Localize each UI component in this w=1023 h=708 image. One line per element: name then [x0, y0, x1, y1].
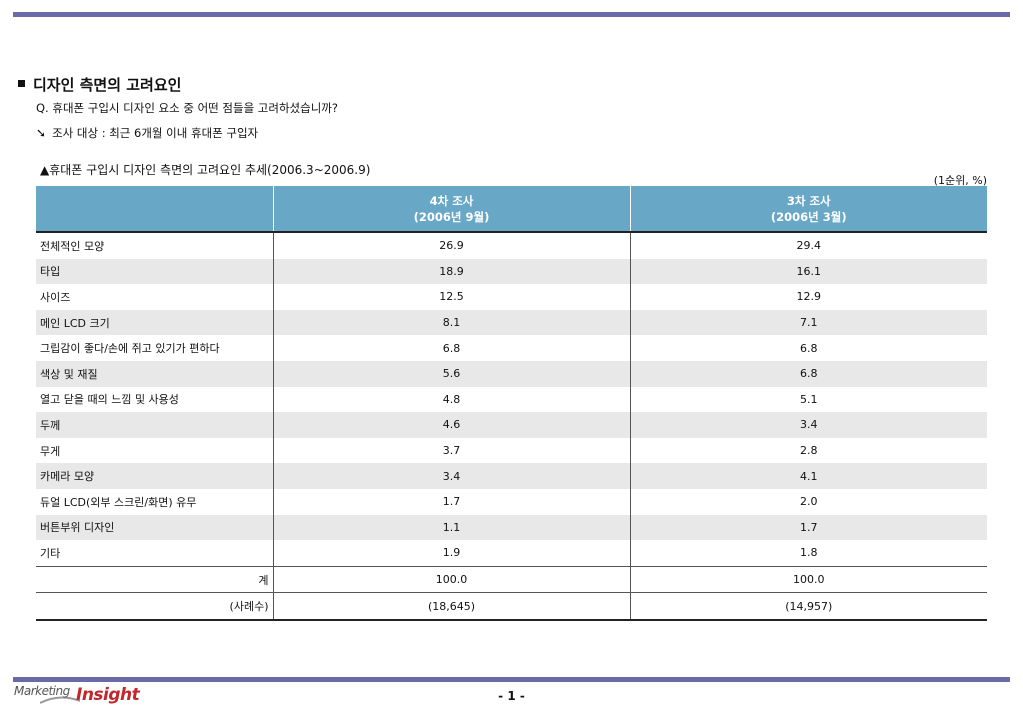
bottom-rule [13, 677, 1010, 682]
row-value-col-2: 6.8 [629, 360, 987, 387]
cases-value-col-2: (14,957) [629, 592, 987, 621]
total-label: 계 [36, 565, 273, 593]
table-row: 기타 1.9 1.8 [36, 540, 987, 567]
table-row: 카메라 모양 3.4 4.1 [36, 463, 987, 489]
row-value-col-1: 12.5 [272, 284, 630, 310]
row-value-col-2: 2.0 [629, 488, 987, 515]
row-label: 카메라 모양 [36, 463, 273, 489]
row-value-col-2: 4.1 [629, 463, 987, 489]
total-value-col-2: 100.0 [629, 565, 987, 593]
total-value-col-1: 100.0 [272, 565, 630, 593]
table-row: 버튼부위 디자인 1.1 1.7 [36, 514, 987, 541]
cases-label: (사례수) [36, 592, 273, 621]
row-value-col-1: 1.9 [272, 540, 630, 567]
arrow-right-icon: ➘ [36, 126, 47, 140]
table-row: 무게 3.7 2.8 [36, 437, 987, 464]
row-value-col-1: 1.7 [272, 488, 630, 515]
marketing-insight-logo: Marketing Insight [14, 682, 140, 706]
header-col-2-line1: 3차 조사 [786, 193, 831, 208]
header-col-1-line1: 4차 조사 [429, 193, 474, 208]
row-label: 색상 및 재질 [36, 360, 273, 387]
row-value-col-2: 6.8 [629, 335, 987, 361]
row-value-col-1: 6.8 [272, 335, 630, 361]
table-row: 전체적인 모양 26.9 29.4 [36, 232, 987, 259]
row-label: 사이즈 [40, 290, 71, 304]
row-label: 기타 [40, 546, 61, 560]
page-number: - 1 - [498, 689, 525, 703]
row-value-col-2: 16.1 [629, 258, 987, 285]
row-value-col-2: 3.4 [629, 412, 987, 438]
row-label: 타입 [36, 258, 273, 285]
logo-marketing-text: Marketing [14, 684, 70, 698]
row-value-col-1: 4.8 [272, 386, 630, 413]
header-col-1-line2: (2006년 9월) [413, 209, 490, 224]
table-row: 색상 및 재질 5.6 6.8 [36, 360, 987, 387]
logo-swoosh-icon [40, 696, 80, 704]
row-value-col-1: 8.1 [272, 309, 630, 336]
table-caption: ▲휴대폰 구입시 디자인 측면의 고려요인 추세(2006.3~2006.9) [40, 163, 371, 177]
top-rule [13, 12, 1010, 17]
total-row: 계 100.0 100.0 [36, 565, 987, 593]
logo-insight-text: Insight [76, 685, 140, 705]
row-label: 듀얼 LCD(외부 스크린/화면) 유무 [40, 495, 197, 509]
row-label: 메인 LCD 크기 [36, 309, 273, 336]
row-value-col-2: 12.9 [629, 284, 987, 310]
row-value-col-1: 5.6 [272, 360, 630, 387]
row-label: 두께 [36, 412, 273, 438]
row-value-col-2: 5.1 [629, 386, 987, 413]
row-value-col-1: 3.7 [272, 437, 630, 464]
row-label: 무게 [40, 444, 61, 458]
table-header-row: 4차 조사 (2006년 9월) 3차 조사 (2006년 3월) [36, 186, 987, 233]
row-label: 전체적인 모양 [40, 239, 105, 253]
row-value-col-1: 4.6 [272, 412, 630, 438]
row-value-col-1: 18.9 [272, 258, 630, 285]
table-row: 그립감이 좋다/손에 쥐고 있기가 편하다 6.8 6.8 [36, 335, 987, 361]
question-text: Q. 휴대폰 구입시 디자인 요소 중 어떤 점들을 고려하셨습니까? [36, 101, 338, 115]
table-row: 듀얼 LCD(외부 스크린/화면) 유무 1.7 2.0 [36, 488, 987, 515]
section-title: 디자인 측면의 고려요인 [18, 74, 181, 95]
row-value-col-1: 3.4 [272, 463, 630, 489]
section-title-text: 디자인 측면의 고려요인 [33, 76, 182, 94]
row-label: 열고 닫을 때의 느낌 및 사용성 [40, 393, 179, 407]
cases-value-col-1: (18,645) [272, 592, 630, 621]
row-label: 버튼부위 디자인 [36, 514, 273, 541]
cases-row: (사례수) (18,645) (14,957) [36, 592, 987, 621]
row-label: 그립감이 좋다/손에 쥐고 있기가 편하다 [40, 342, 220, 356]
survey-target: ➘ 조사 대상 : 최근 6개월 이내 휴대폰 구입자 [36, 125, 258, 141]
survey-target-text: 조사 대상 : 최근 6개월 이내 휴대폰 구입자 [52, 126, 259, 140]
data-table: 4차 조사 (2006년 9월) 3차 조사 (2006년 3월) 전체적인 모양 2… [36, 186, 987, 621]
row-value-col-2: 1.7 [629, 514, 987, 541]
row-value-col-1: 1.1 [272, 514, 630, 541]
row-value-col-2: 7.1 [629, 309, 987, 336]
row-value-col-1: 26.9 [272, 232, 630, 259]
header-col-1: 4차 조사 (2006년 9월) [272, 186, 630, 233]
row-value-col-2: 1.8 [629, 540, 987, 567]
header-empty-cell [36, 186, 273, 233]
table-row: 타입 18.9 16.1 [36, 258, 987, 285]
table-row: 사이즈 12.5 12.9 [36, 284, 987, 310]
square-bullet-icon [18, 80, 25, 87]
table-row: 메인 LCD 크기 8.1 7.1 [36, 309, 987, 336]
header-col-2: 3차 조사 (2006년 3월) [629, 186, 987, 233]
unit-label: (1순위, %) [933, 174, 987, 187]
row-value-col-2: 29.4 [629, 232, 987, 259]
row-value-col-2: 2.8 [629, 437, 987, 464]
header-col-2-line2: (2006년 3월) [770, 209, 847, 224]
table-row: 두께 4.6 3.4 [36, 412, 987, 438]
table-row: 열고 닫을 때의 느낌 및 사용성 4.8 5.1 [36, 386, 987, 413]
